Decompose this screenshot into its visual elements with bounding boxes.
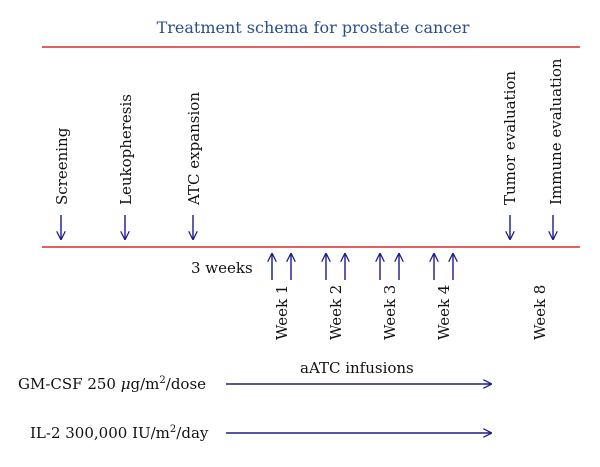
gmcsf-label: GM-CSF 250 μg/m2/dose — [18, 375, 206, 393]
gmcsf-suffix: /dose — [166, 375, 206, 393]
il2-prefix: IL-2 300,000 IU/m — [30, 424, 170, 442]
interval-label: 3 weeks — [191, 259, 253, 277]
gmcsf-mu: μ — [121, 375, 131, 393]
il2-sup: 2 — [170, 424, 176, 435]
gmcsf-sup: 2 — [159, 375, 165, 386]
event-atc-expansion: ATC expansion — [185, 92, 203, 239]
week-label-8: Week 8 — [531, 285, 549, 340]
week-label-3: Week 3 — [381, 285, 399, 340]
event-label-immune-evaluation: Immune evaluation — [547, 58, 565, 205]
event-label-atc-expansion: ATC expansion — [185, 92, 203, 206]
event-label-tumor-evaluation: Tumor evaluation — [501, 71, 519, 205]
diagram-title: Treatment schema for prostate cancer — [157, 18, 470, 37]
event-screening: Screening — [53, 127, 71, 239]
week-label-4: Week 4 — [435, 285, 453, 340]
infusions-label: aATC infusions — [300, 359, 414, 377]
gmcsf-prefix: GM-CSF 250 — [18, 375, 121, 393]
week-label-1: Week 1 — [273, 285, 291, 340]
week-label-2: Week 2 — [327, 285, 345, 340]
infusion-arrows — [272, 254, 453, 280]
il2-label: IL-2 300,000 IU/m2/day — [30, 424, 209, 442]
gmcsf-unit: g/m — [131, 375, 160, 393]
il2-suffix: /day — [176, 424, 209, 442]
event-tumor-evaluation: Tumor evaluation — [501, 71, 519, 239]
event-leukopheresis: Leukopheresis — [117, 94, 135, 239]
event-label-leukopheresis: Leukopheresis — [117, 94, 135, 205]
event-immune-evaluation: Immune evaluation — [547, 58, 565, 239]
event-label-screening: Screening — [53, 127, 71, 205]
